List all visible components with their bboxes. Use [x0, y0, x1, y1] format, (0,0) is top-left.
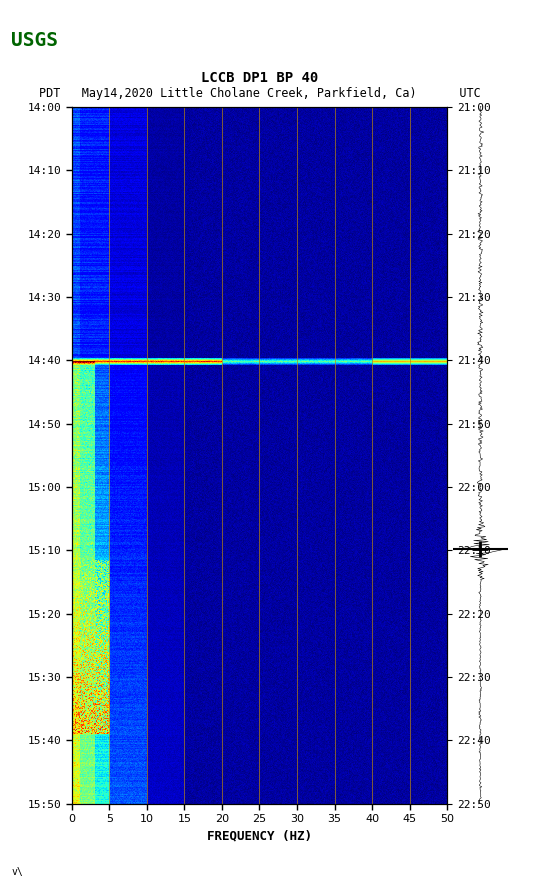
- Text: v\: v\: [11, 867, 23, 877]
- Text: USGS: USGS: [11, 31, 58, 50]
- Text: LCCB DP1 BP 40: LCCB DP1 BP 40: [201, 71, 318, 85]
- X-axis label: FREQUENCY (HZ): FREQUENCY (HZ): [207, 830, 312, 843]
- Text: PDT   May14,2020 Little Cholane Creek, Parkfield, Ca)      UTC: PDT May14,2020 Little Cholane Creek, Par…: [39, 87, 480, 100]
